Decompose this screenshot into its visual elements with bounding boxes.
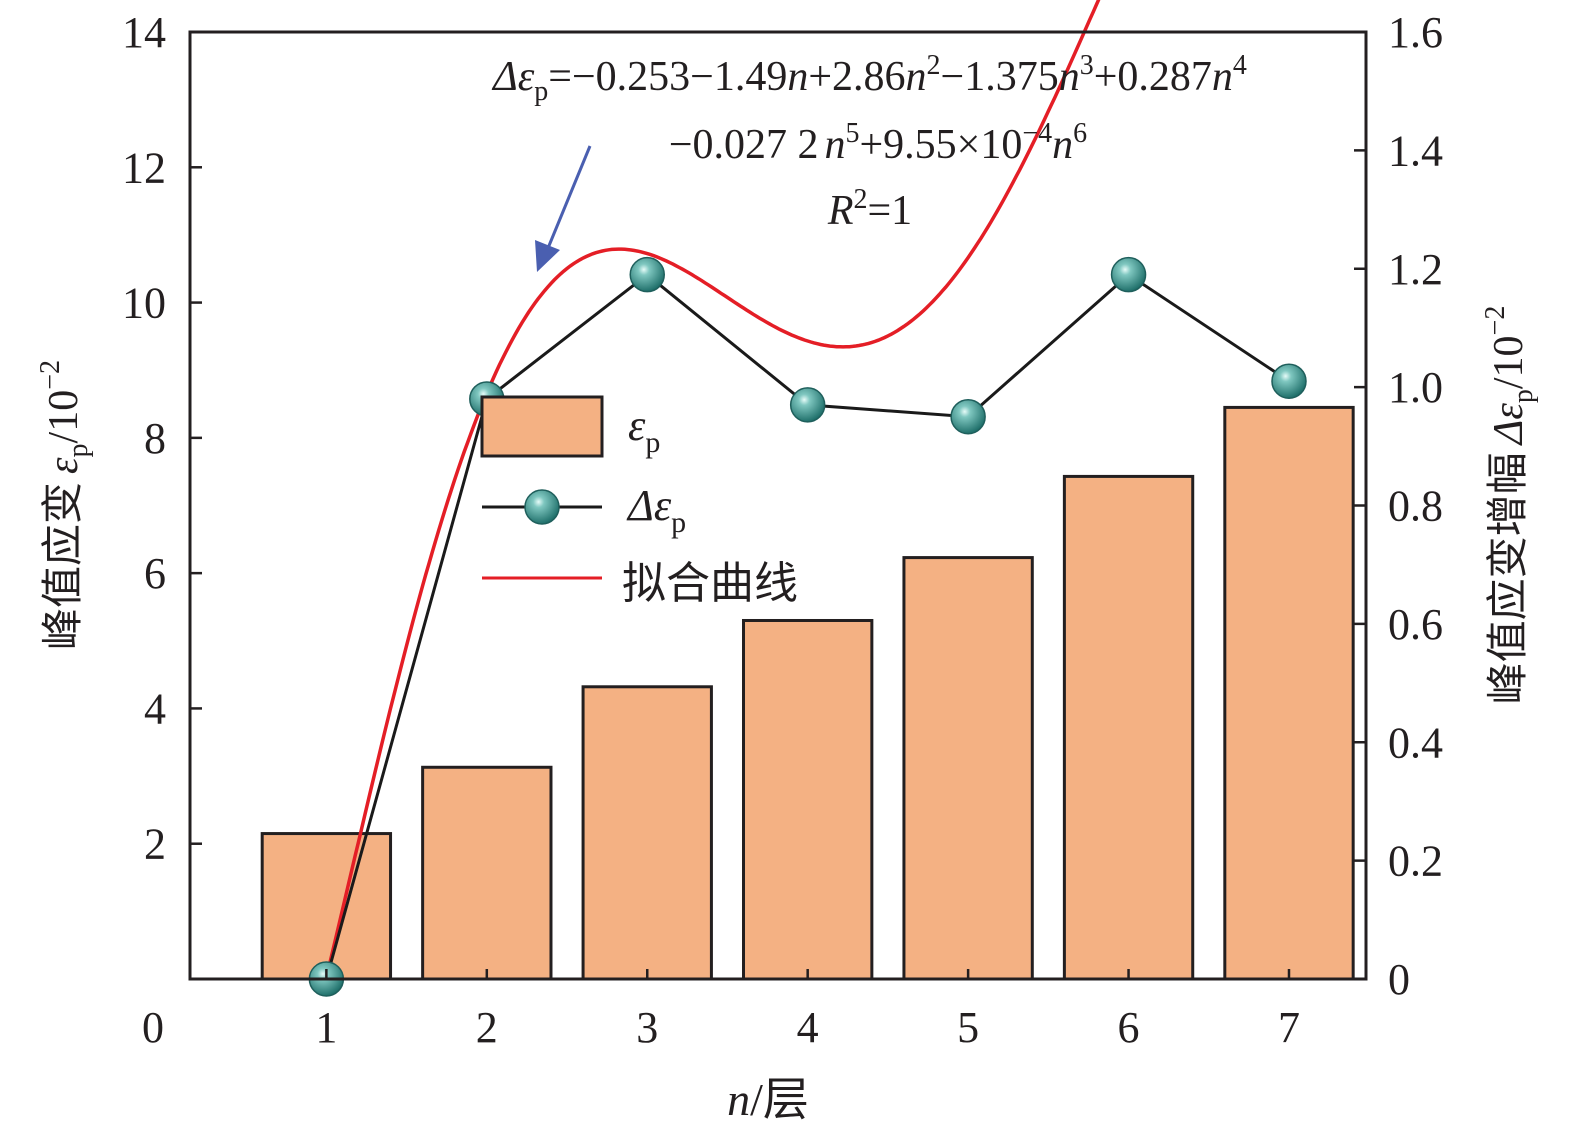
delta-ep-point-6 xyxy=(1110,256,1147,293)
left-tick-label-6: 6 xyxy=(144,549,166,598)
left-tick-label-8: 8 xyxy=(144,414,166,463)
bar-4 xyxy=(742,618,874,981)
bar-7 xyxy=(1223,405,1355,981)
x-axis-title: n/层 xyxy=(727,1074,809,1125)
legend-label-fit: 拟合曲线 xyxy=(622,558,798,609)
legend-item-fit: 拟合曲线 xyxy=(482,558,798,609)
legend-swatch-marker xyxy=(524,489,560,525)
right-tick-label-0: 0 xyxy=(1388,955,1410,1004)
legend-item-delta-ep: Δεp xyxy=(482,481,686,539)
equation-line-2: −0.027 2 n5+9.55×10−4n6 xyxy=(669,118,1087,168)
equation-line-3: R2=1 xyxy=(827,184,912,234)
right-tick-label-0.6: 0.6 xyxy=(1388,600,1443,649)
equation-line-1: Δεp=−0.253−1.49n+2.86n2−1.375n3+0.287n4 xyxy=(491,50,1247,107)
left-tick-label-14: 14 xyxy=(122,8,166,57)
legend-swatch-bar xyxy=(480,395,604,458)
left-tick-label-2: 2 xyxy=(144,820,166,869)
delta-ep-point-7 xyxy=(1271,363,1307,399)
right-tick-label-1.4: 1.4 xyxy=(1388,126,1443,175)
fit-equation-annotation: Δεp=−0.253−1.49n+2.86n2−1.375n3+0.287n4 … xyxy=(491,50,1247,272)
delta-ep-point-3 xyxy=(629,256,665,293)
right-axis-title: 峰值应变增幅Δεp/10−2 xyxy=(1480,306,1539,705)
bar-3 xyxy=(581,685,713,981)
bar-series-ep xyxy=(260,405,1355,981)
left-axis-title: 峰值应变εp/10−2 xyxy=(35,360,94,650)
left-tick-label-4: 4 xyxy=(144,684,166,733)
x-tick-label-1: 1 xyxy=(315,1003,337,1052)
right-tick-label-1.0: 1.0 xyxy=(1388,363,1443,412)
x-tick-label-0: 0 xyxy=(142,1003,164,1052)
legend-label-ep: εp xyxy=(628,401,660,459)
bar-5 xyxy=(902,556,1034,981)
right-tick-label-1.2: 1.2 xyxy=(1388,245,1443,294)
x-tick-label-2: 2 xyxy=(476,1003,498,1052)
legend: εp Δεp 拟合曲线 xyxy=(480,395,798,609)
x-axis-ticks: 0 1 2 3 4 5 6 7 xyxy=(142,969,1300,1052)
x-tick-label-7: 7 xyxy=(1278,1003,1300,1052)
right-tick-label-0.4: 0.4 xyxy=(1388,718,1443,767)
bar-1 xyxy=(260,832,393,981)
bar-2 xyxy=(421,765,553,981)
x-tick-label-6: 6 xyxy=(1118,1003,1140,1052)
right-tick-label-1.6: 1.6 xyxy=(1388,8,1443,57)
legend-item-ep: εp xyxy=(480,395,660,459)
left-tick-label-12: 12 xyxy=(122,143,166,192)
left-tick-label-10: 10 xyxy=(122,279,166,328)
legend-label-delta-ep: Δεp xyxy=(626,481,686,539)
right-tick-label-0.8: 0.8 xyxy=(1388,482,1443,531)
left-axis-ticks: 2 4 6 8 10 12 14 xyxy=(122,8,202,869)
right-tick-label-0.2: 0.2 xyxy=(1388,837,1443,886)
x-tick-label-4: 4 xyxy=(797,1003,819,1052)
delta-ep-point-5 xyxy=(950,398,986,435)
delta-ep-point-4 xyxy=(789,387,826,423)
x-tick-label-3: 3 xyxy=(636,1003,658,1052)
annotation-arrow xyxy=(535,145,592,272)
bar-6 xyxy=(1062,474,1195,981)
right-axis-ticks: 0 0.2 0.4 0.6 0.8 1.0 1.2 1.4 1.6 xyxy=(1354,8,1443,1004)
x-tick-label-5: 5 xyxy=(957,1003,979,1052)
